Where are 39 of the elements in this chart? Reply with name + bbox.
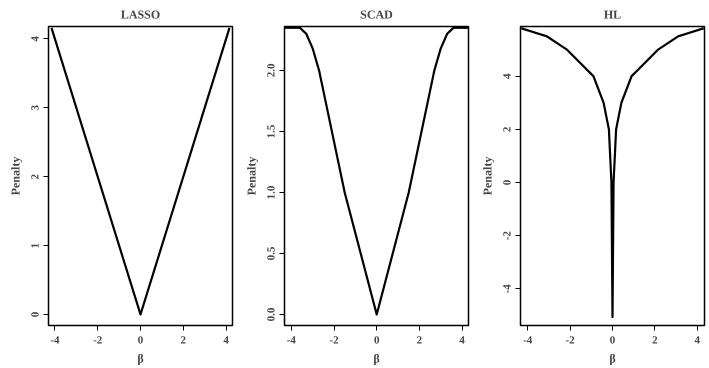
- y-tick-label: 0.0: [266, 307, 278, 322]
- y-tick-label: 1.5: [266, 124, 278, 138]
- chart-title: LASSO: [120, 8, 160, 22]
- x-tick-label: 2: [416, 334, 423, 346]
- y-tick-label: -2: [502, 230, 514, 240]
- x-tick-label: -2: [93, 334, 103, 346]
- y-tick-label: -4: [502, 284, 514, 294]
- y-tick-label: 1.0: [266, 185, 278, 200]
- x-tick-label: -4: [523, 334, 533, 346]
- chart-title: SCAD: [360, 8, 394, 22]
- y-axis-title: Penalty: [244, 156, 258, 196]
- y-tick-label: 0: [502, 179, 514, 186]
- y-tick-label: 4: [502, 72, 514, 79]
- x-tick-label: 2: [180, 334, 187, 346]
- x-tick-label: -4: [50, 334, 60, 346]
- y-axis-title: Penalty: [8, 156, 22, 196]
- x-tick-label: 0: [610, 334, 616, 346]
- chart-title: HL: [604, 8, 622, 22]
- x-tick-label: 4: [223, 334, 230, 346]
- x-axis-title: β: [609, 352, 616, 366]
- y-tick-label: 3: [30, 104, 42, 111]
- y-tick-label: 0.5: [266, 246, 278, 260]
- y-tick-label: 4: [30, 36, 42, 42]
- y-tick-label: 2: [502, 126, 514, 132]
- x-tick-label: 0: [138, 334, 144, 346]
- x-tick-label: 2: [652, 334, 658, 346]
- x-axis-title: β: [137, 352, 144, 366]
- x-axis-title: β: [373, 352, 380, 366]
- x-tick-label: 0: [374, 334, 380, 346]
- y-tick-label: 2.0: [266, 63, 278, 78]
- y-tick-label: 2: [30, 173, 42, 180]
- y-tick-label: 1: [30, 242, 42, 248]
- x-tick-label: -2: [329, 334, 340, 346]
- x-tick-label: 4: [459, 334, 466, 346]
- x-tick-label: -4: [286, 334, 296, 346]
- y-axis-title: Penalty: [480, 156, 494, 196]
- y-tick-label: 0: [30, 311, 42, 318]
- x-tick-label: 4: [694, 334, 701, 346]
- x-tick-label: -2: [566, 334, 576, 346]
